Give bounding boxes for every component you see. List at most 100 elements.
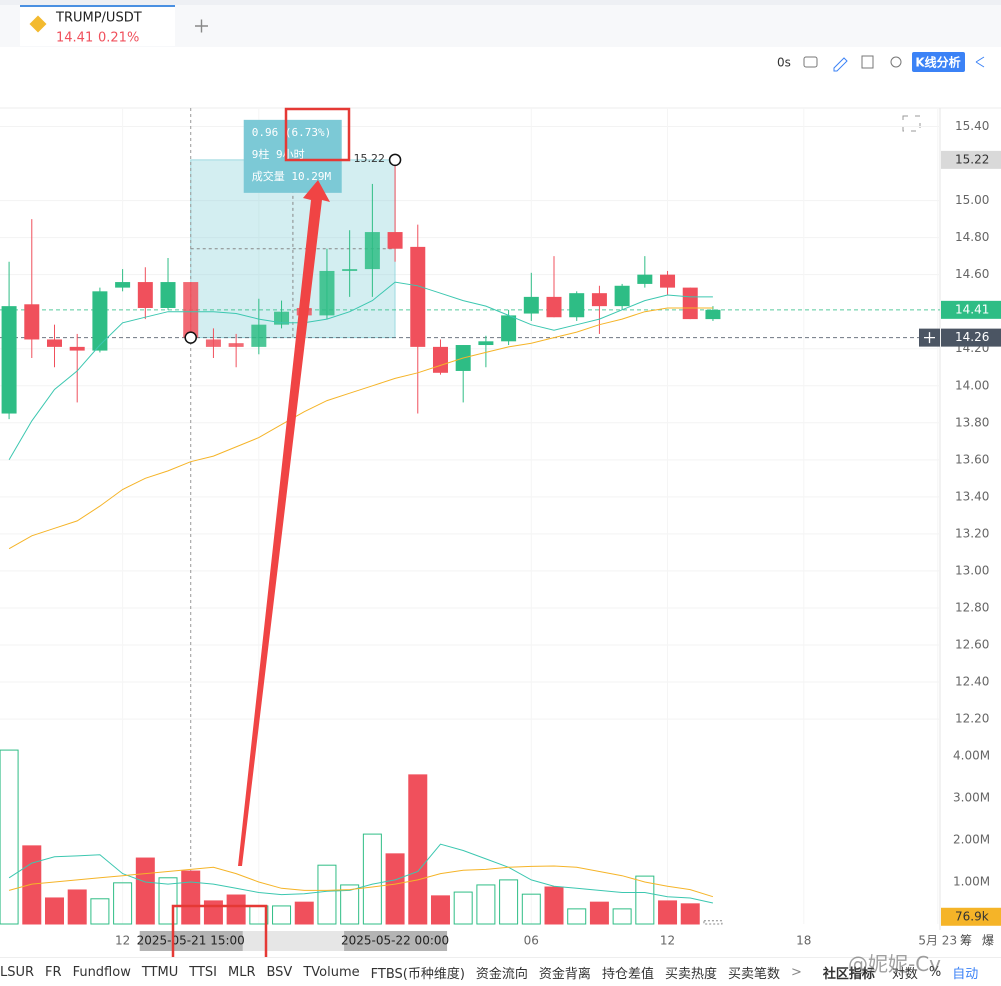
indicator-tab[interactable]: 资金流向 xyxy=(475,966,528,982)
candle-body xyxy=(614,285,630,307)
axis-button: 爆 xyxy=(982,934,994,948)
volume-bar xyxy=(44,897,64,925)
candle-body xyxy=(160,282,176,308)
candle-body xyxy=(251,324,267,347)
indicator-tab[interactable]: 买卖热度 xyxy=(664,966,717,982)
candle-body xyxy=(1,306,17,414)
volume-ma xyxy=(8,843,714,904)
indicator-tab[interactable]: 持仓差值 xyxy=(601,966,654,982)
y-tick-label: 12.80 xyxy=(955,600,989,614)
auto-toggle[interactable]: 自动 xyxy=(952,966,979,982)
x-tick-label: 06 xyxy=(524,934,539,948)
indicator-tab[interactable]: LSUR xyxy=(0,964,35,980)
draw-icon[interactable] xyxy=(833,57,848,72)
time-label: 2025-05-21 15:00 xyxy=(137,934,245,948)
candle-body xyxy=(92,291,108,351)
add-tab[interactable] xyxy=(195,19,208,33)
candle-body xyxy=(69,346,85,351)
volume-bar xyxy=(567,908,587,925)
x-tick-label: 12 xyxy=(115,934,130,948)
candle-body xyxy=(569,293,585,318)
price-badge-label: 14.41 xyxy=(955,302,989,316)
candle-body xyxy=(183,282,199,338)
y-tick-label: 15.00 xyxy=(955,193,989,207)
candle-body xyxy=(46,339,62,347)
camera-icon[interactable] xyxy=(803,56,818,68)
volume-bar xyxy=(430,895,450,925)
candle-body xyxy=(410,246,426,347)
candle-body xyxy=(274,311,290,325)
volume-bar xyxy=(589,901,609,925)
price-badge-label: 15.22 xyxy=(955,152,989,166)
volume-bar xyxy=(521,893,541,925)
add-icon xyxy=(924,332,935,344)
candle-body xyxy=(591,293,607,307)
candle-body xyxy=(319,270,335,316)
price: 14.41 xyxy=(56,31,93,46)
volume-bar xyxy=(453,891,473,925)
watermark: @妮妮-Cv xyxy=(848,952,942,976)
symbol: TRUMP/USDT xyxy=(55,11,142,26)
community-tab[interactable]: 社区指标 xyxy=(822,966,875,982)
candle-body xyxy=(637,274,653,284)
x-tick-label: 18 xyxy=(796,934,811,948)
y-tick-label: 12.40 xyxy=(955,675,989,689)
highlight-box xyxy=(171,904,268,957)
analysis-button[interactable] xyxy=(912,52,965,72)
indicator-tab[interactable]: Fundflow xyxy=(72,964,131,980)
more-button[interactable]: > xyxy=(790,964,802,980)
tab[interactable] xyxy=(20,5,175,46)
volume-tick-label: 4.00M xyxy=(953,748,990,762)
time-badge xyxy=(139,931,243,951)
indicator-tab[interactable]: BSV xyxy=(266,964,293,980)
volume-tick-label: 3.00M xyxy=(953,790,990,804)
window-icon[interactable] xyxy=(861,55,874,69)
volume-bar xyxy=(226,894,246,925)
measure-point xyxy=(388,153,402,167)
volume-bar xyxy=(158,877,178,925)
volume-ma xyxy=(8,865,714,898)
candle-body xyxy=(523,296,539,314)
indicator-tab[interactable]: 资金背离 xyxy=(538,966,591,982)
change: 0.21% xyxy=(98,31,139,46)
indicator-tab[interactable]: TTMU xyxy=(141,964,179,980)
volume-bar xyxy=(294,901,314,925)
tab-indicator xyxy=(20,5,175,7)
log-toggle[interactable]: 对数 xyxy=(891,966,918,982)
share-icon[interactable] xyxy=(975,56,985,68)
volume-bar xyxy=(658,900,678,925)
y-tick-label: 14.00 xyxy=(955,378,989,392)
candle-body xyxy=(478,341,494,346)
indicator-tab[interactable]: MLR xyxy=(227,964,256,980)
fullscreen-icon[interactable] xyxy=(902,115,921,132)
candle-body xyxy=(682,287,698,320)
settings-icon[interactable] xyxy=(890,56,902,68)
volume-bar xyxy=(680,903,700,925)
indicator-tab[interactable]: TTSI xyxy=(189,964,217,980)
volume-bar xyxy=(635,875,655,925)
highlight-box xyxy=(284,107,351,162)
y-tick-label: 12.60 xyxy=(955,638,989,652)
price-ma xyxy=(8,281,713,461)
x-tick-label: 12 xyxy=(660,934,675,948)
volume-bar xyxy=(340,884,360,925)
y-tick-label: 14.80 xyxy=(955,230,989,244)
indicator-tab[interactable]: 买卖笔数 xyxy=(727,966,780,982)
volume-bar xyxy=(499,879,519,925)
indicator-tab[interactable]: TVolume xyxy=(303,964,360,980)
indicator-tab[interactable]: FTBS(币种维度) xyxy=(370,966,465,982)
indicator-tab[interactable]: FR xyxy=(45,964,62,980)
y-tick-label: 13.40 xyxy=(955,489,989,503)
volume-bar xyxy=(181,870,201,925)
analysis-label: K线分析 xyxy=(915,55,960,70)
candle-body xyxy=(342,269,358,271)
volume-bar xyxy=(135,857,155,925)
measure-text: 0.96 (6.73%) xyxy=(252,126,331,139)
volume-bar xyxy=(544,886,564,925)
percent-toggle[interactable]: % xyxy=(928,964,942,980)
axis-button: 筹 xyxy=(960,934,972,948)
measure-end-label: 15.22 xyxy=(354,152,386,165)
interval[interactable]: 0s xyxy=(777,56,791,70)
volume-bar xyxy=(67,889,87,925)
